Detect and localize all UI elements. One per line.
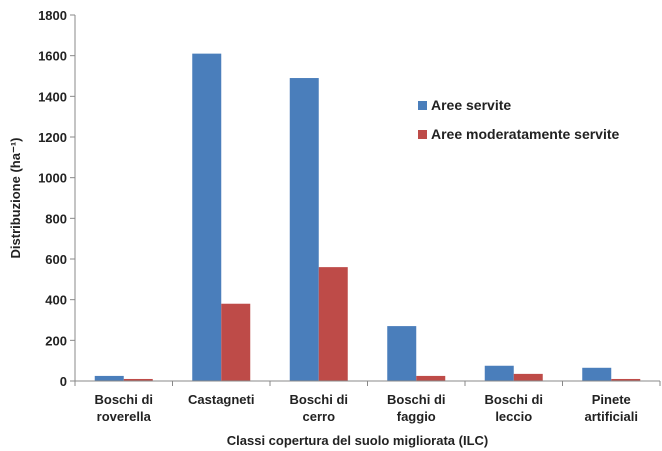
bar-aree-moderatamente-servite	[221, 303, 251, 381]
bar-aree-moderatamente-servite	[416, 375, 446, 381]
x-tick-label-line: artificiali	[585, 409, 638, 424]
x-axis-title: Classi copertura del suolo migliorata (I…	[227, 433, 489, 448]
x-tick-label: Castagneti	[188, 392, 254, 407]
y-tick-label: 1400	[38, 89, 67, 104]
x-tick-label-line: Boschi di	[387, 392, 446, 407]
bar-aree-servite	[289, 78, 319, 382]
bar-aree-moderatamente-servite	[611, 378, 641, 381]
x-tick-label: Boschi di leccio	[484, 392, 543, 424]
x-tick-label-line: Boschi di	[94, 392, 153, 407]
y-axis-ticks: 0 200 400 600 800 1000 1200 1400 1600 1800	[38, 8, 75, 389]
y-tick-label: 200	[45, 333, 67, 348]
y-tick-label: 1000	[38, 171, 67, 186]
bar-aree-servite	[484, 365, 514, 381]
bar-aree-moderatamente-servite	[318, 267, 348, 381]
x-tick-label-line: Boschi di	[289, 392, 348, 407]
legend: Aree servite Aree moderatamente servite	[418, 97, 620, 142]
bar-aree-servite	[94, 375, 124, 381]
y-tick-label: 400	[45, 293, 67, 308]
x-tick-label-line: Pinete	[592, 392, 631, 407]
legend-label: Aree moderatamente servite	[431, 126, 620, 142]
x-tick-label-line: Castagneti	[188, 392, 254, 407]
legend-label: Aree servite	[431, 97, 511, 113]
y-tick-label: 1800	[38, 8, 67, 23]
legend-swatch	[418, 130, 427, 139]
x-tick-label-line: leccio	[495, 409, 532, 424]
x-tick-label-line: faggio	[397, 409, 436, 424]
x-tick-label-line: cerro	[302, 409, 335, 424]
legend-swatch	[418, 101, 427, 110]
y-tick-label: 1600	[38, 49, 67, 64]
x-tick-label-line: roverella	[97, 409, 152, 424]
x-tick-label: Pinete artificiali	[585, 392, 638, 424]
bars	[94, 53, 641, 382]
y-tick-label: 800	[45, 211, 67, 226]
bar-aree-moderatamente-servite	[123, 378, 153, 381]
bar-aree-moderatamente-servite	[513, 373, 543, 381]
x-tick-label: Boschi di faggio	[387, 392, 446, 424]
y-tick-label: 600	[45, 252, 67, 267]
y-tick-label: 0	[60, 374, 67, 389]
y-axis-title: Distribuzione (ha⁻¹)	[8, 138, 23, 259]
x-axis-category-labels: Boschi di roverella Castagneti Boschi di cer…	[94, 392, 637, 424]
bar-aree-servite	[387, 326, 417, 381]
x-tick-label: Boschi di roverella	[94, 392, 153, 424]
x-tick-label-line: Boschi di	[484, 392, 543, 407]
y-tick-label: 1200	[38, 130, 67, 145]
bar-aree-servite	[582, 367, 612, 381]
x-tick-label: Boschi di cerro	[289, 392, 348, 424]
bar-aree-servite	[192, 53, 222, 382]
axes	[74, 15, 661, 386]
